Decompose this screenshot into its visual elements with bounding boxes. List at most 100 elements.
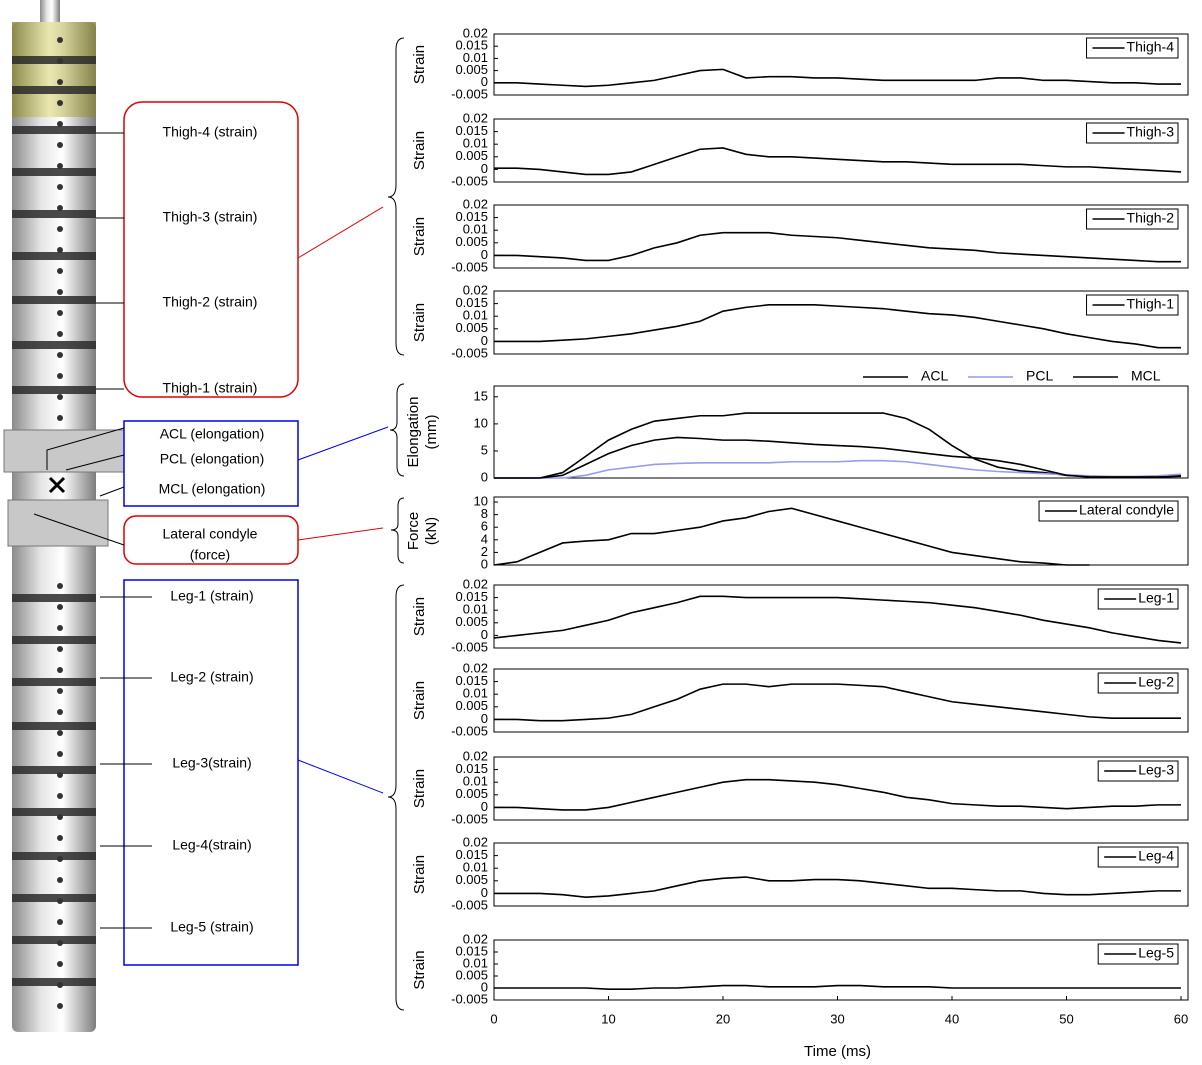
- y-tick-label: 0: [481, 799, 488, 814]
- x-tick-label: 60: [1174, 1011, 1188, 1026]
- brace: [387, 584, 405, 1011]
- y-tick-label: 0.02: [463, 660, 488, 675]
- annotation-label: ACL (elongation): [160, 426, 265, 442]
- series-line: [493, 595, 1182, 644]
- y-tick-label: 2: [481, 544, 488, 559]
- cross-mark: [48, 476, 66, 494]
- plot-frame: [493, 939, 1189, 1001]
- plot-frame: [493, 290, 1189, 355]
- panel: 0 5 10 15 Elongation (mm) ACL PCL MCL: [405, 368, 1189, 484]
- y-tick-label: 5: [481, 442, 488, 457]
- y-tick-label: 0: [481, 885, 488, 900]
- y-tick-label: 0.01: [463, 955, 488, 970]
- legend-box: [1097, 672, 1179, 694]
- y-tick-label: -0.005: [451, 345, 488, 360]
- annotation-label: Leg-2 (strain): [170, 669, 253, 685]
- y-tick-label: 0.015: [455, 943, 488, 958]
- annotation-label: Thigh-1 (strain): [163, 380, 258, 396]
- rod: [40, 0, 60, 24]
- connector: [297, 759, 384, 794]
- hole: [57, 772, 63, 778]
- series-line: [494, 778, 1181, 811]
- band: [12, 894, 96, 902]
- hole: [57, 583, 63, 589]
- y-tick-label: 0.005: [455, 786, 488, 801]
- series-line: [494, 231, 1181, 263]
- hole: [57, 415, 63, 421]
- y-tick-label: -0.005: [451, 991, 488, 1006]
- hole: [57, 100, 63, 106]
- specimen-photo: [3, 0, 125, 1032]
- y-tick-label: 0.02: [463, 282, 488, 297]
- band: [12, 56, 96, 64]
- y-tick-label: 0.01: [463, 602, 488, 617]
- series-line: [494, 436, 1182, 479]
- plot-frame: [493, 118, 1189, 183]
- band: [12, 86, 96, 94]
- y-tick-label: 10: [474, 493, 488, 508]
- legend-label: Leg-4: [1138, 848, 1174, 864]
- hole: [57, 646, 63, 652]
- y-tick-label: 0.01: [463, 50, 488, 65]
- band: [12, 126, 96, 134]
- legend-box: [1086, 122, 1179, 144]
- hole: [57, 961, 63, 967]
- x-tick-label: 10: [601, 1011, 615, 1026]
- legend-label: Leg-5: [1138, 945, 1174, 961]
- band: [12, 978, 96, 986]
- y-tick-label: 0: [481, 556, 488, 571]
- hole: [57, 142, 63, 148]
- annotation-label: PCL (elongation): [160, 451, 265, 467]
- legend-label: MCL: [1131, 368, 1161, 384]
- hole: [57, 247, 63, 253]
- series-line: [494, 147, 1182, 176]
- y-tick-label: 0: [481, 627, 488, 642]
- y-tick-label: 0: [481, 711, 488, 726]
- hole: [57, 898, 63, 904]
- ligament-box: [123, 420, 299, 507]
- y-axis-label: Elongation: [405, 397, 422, 468]
- y-tick-label: 0.02: [463, 196, 488, 211]
- series-line: [493, 507, 1090, 566]
- plot-frame: [493, 756, 1189, 821]
- hole: [57, 184, 63, 190]
- hole: [57, 289, 63, 295]
- y-tick-label: 0: [481, 247, 488, 262]
- hole: [57, 730, 63, 736]
- y-tick-label: 0.005: [455, 967, 488, 982]
- brace: [387, 37, 405, 356]
- y-tick-label: 0.01: [463, 686, 488, 701]
- band: [12, 808, 96, 816]
- y-tick-label: 0.005: [455, 148, 488, 163]
- hole: [57, 835, 63, 841]
- connector: [297, 426, 389, 461]
- y-tick-label: 0: [481, 161, 488, 176]
- y-tick-label: 6: [481, 519, 488, 534]
- hole: [57, 310, 63, 316]
- hole: [57, 1003, 63, 1009]
- y-tick-label: 0.015: [455, 847, 488, 862]
- tint: [12, 22, 96, 117]
- annotation-label: Leg-1 (strain): [170, 588, 253, 604]
- plot-frame: [493, 204, 1189, 269]
- hole: [57, 205, 63, 211]
- y-tick-label: -0.005: [451, 86, 488, 101]
- leader: [99, 486, 125, 497]
- y-tick-label: 0.015: [455, 673, 488, 688]
- y-tick-label: 0.01: [463, 774, 488, 789]
- y-tick-label: 0.015: [455, 38, 488, 53]
- x-axis-label: Time (ms): [804, 1043, 871, 1060]
- series-line: [494, 304, 1181, 349]
- series-line: [494, 984, 1181, 990]
- y-tick-label: 10: [474, 415, 488, 430]
- band: [12, 594, 96, 602]
- y-tick-label: 0.02: [463, 25, 488, 40]
- brace: [390, 497, 405, 564]
- y-axis-label: Strain: [411, 769, 428, 808]
